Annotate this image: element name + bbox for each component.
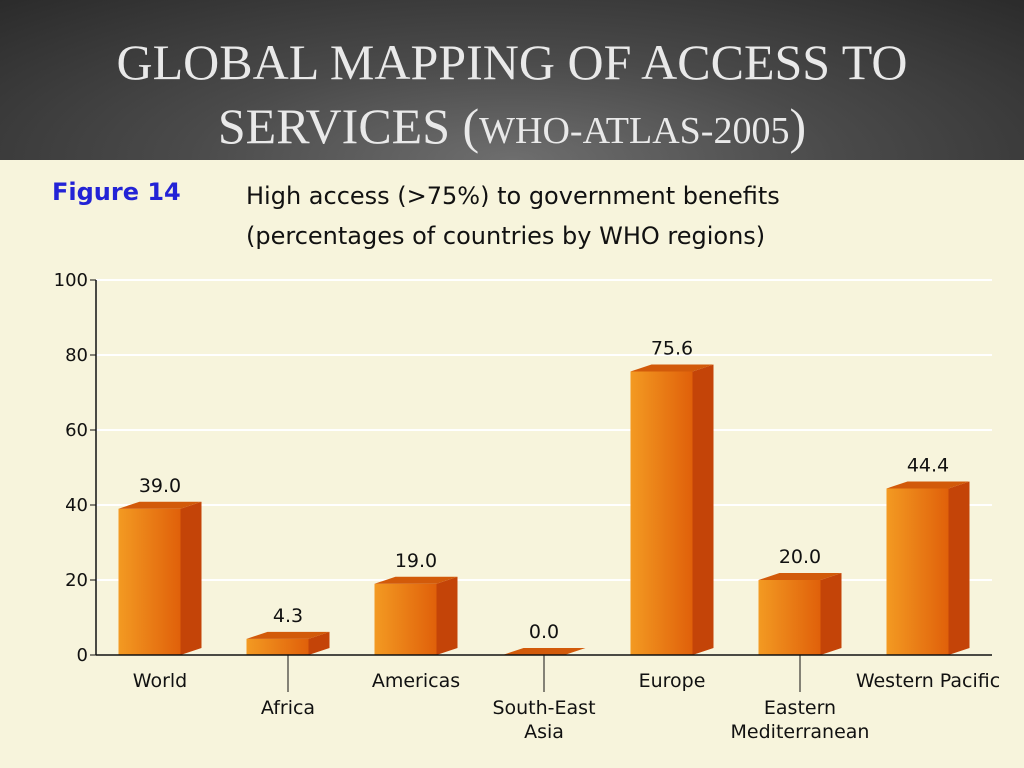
bar-front <box>758 580 821 655</box>
figure-caption: High access (>75%) to government benefit… <box>246 176 780 256</box>
bar-top <box>758 573 842 580</box>
bar <box>246 631 330 655</box>
y-tick-label: 80 <box>65 345 88 366</box>
bar-side <box>308 631 330 655</box>
y-tick-label: 60 <box>65 420 88 441</box>
data-label: 0.0 <box>529 621 559 643</box>
figure-panel <box>0 160 1024 768</box>
bar-layer <box>118 364 970 655</box>
data-label: 39.0 <box>139 475 181 497</box>
y-tick-label: 20 <box>65 570 88 591</box>
y-tick-label: 0 <box>77 645 88 666</box>
bar <box>886 481 970 655</box>
figure-label: Figure 14 <box>52 178 181 206</box>
slide-header: GLOBAL MAPPING OF ACCESS TO SERVICES (WH… <box>0 0 1024 160</box>
bar-side <box>948 481 970 655</box>
figure-caption-line-2: (percentages of countries by WHO regions… <box>246 222 766 250</box>
label-layer: 0 20 40 60 80 100 39.0 World 4.3 Africa 19.0 Americ… <box>54 270 1001 743</box>
data-label: 4.3 <box>273 605 303 627</box>
title-line-2-source: WHO-ATLAS-2005 <box>479 110 790 152</box>
x-tick-label: Europe <box>639 670 706 692</box>
bar-side <box>180 501 202 655</box>
x-tick-label: Eastern Mediterranean <box>731 697 870 743</box>
data-label: 75.6 <box>651 338 693 360</box>
title-line-2-main: SERVICES ( <box>217 98 480 154</box>
title-line-2-end: ) <box>789 98 807 154</box>
bar-top <box>630 364 714 372</box>
bar-top <box>886 481 970 489</box>
x-tick-label: South-East Asia <box>492 697 595 743</box>
data-label: 20.0 <box>779 546 821 568</box>
bar <box>374 576 458 655</box>
bar <box>758 573 842 655</box>
bar-front <box>374 583 437 655</box>
bar-side <box>692 364 714 655</box>
bar-front <box>630 371 693 655</box>
grid-layer <box>96 279 992 581</box>
bar-side <box>820 573 842 655</box>
axis-layer <box>90 279 992 692</box>
bar-top <box>374 576 458 584</box>
bar-top <box>246 631 330 639</box>
bar-front <box>886 488 949 655</box>
y-tick-label: 40 <box>65 495 88 516</box>
bar <box>118 501 202 655</box>
y-tick-label: 100 <box>54 270 88 291</box>
x-tick-label: Africa <box>261 697 315 719</box>
bar-top <box>118 501 202 509</box>
data-label: 44.4 <box>907 455 949 477</box>
bar <box>502 648 586 655</box>
bar-side <box>436 576 458 655</box>
title-line-1: GLOBAL MAPPING OF ACCESS TO <box>116 34 908 90</box>
x-tick-label: Americas <box>372 670 460 692</box>
data-label: 19.0 <box>395 550 437 572</box>
bar-top <box>502 648 586 655</box>
figure-caption-line-1: High access (>75%) to government benefit… <box>246 182 780 210</box>
bar-front <box>246 638 309 655</box>
slide-title: GLOBAL MAPPING OF ACCESS TO SERVICES (WH… <box>0 30 1024 163</box>
title-line-2: SERVICES (WHO-ATLAS-2005) <box>218 98 806 154</box>
x-tick-label: World <box>133 670 187 692</box>
bar <box>630 364 714 655</box>
bar-front <box>118 508 181 655</box>
x-tick-label: Western Pacific <box>856 670 1000 692</box>
